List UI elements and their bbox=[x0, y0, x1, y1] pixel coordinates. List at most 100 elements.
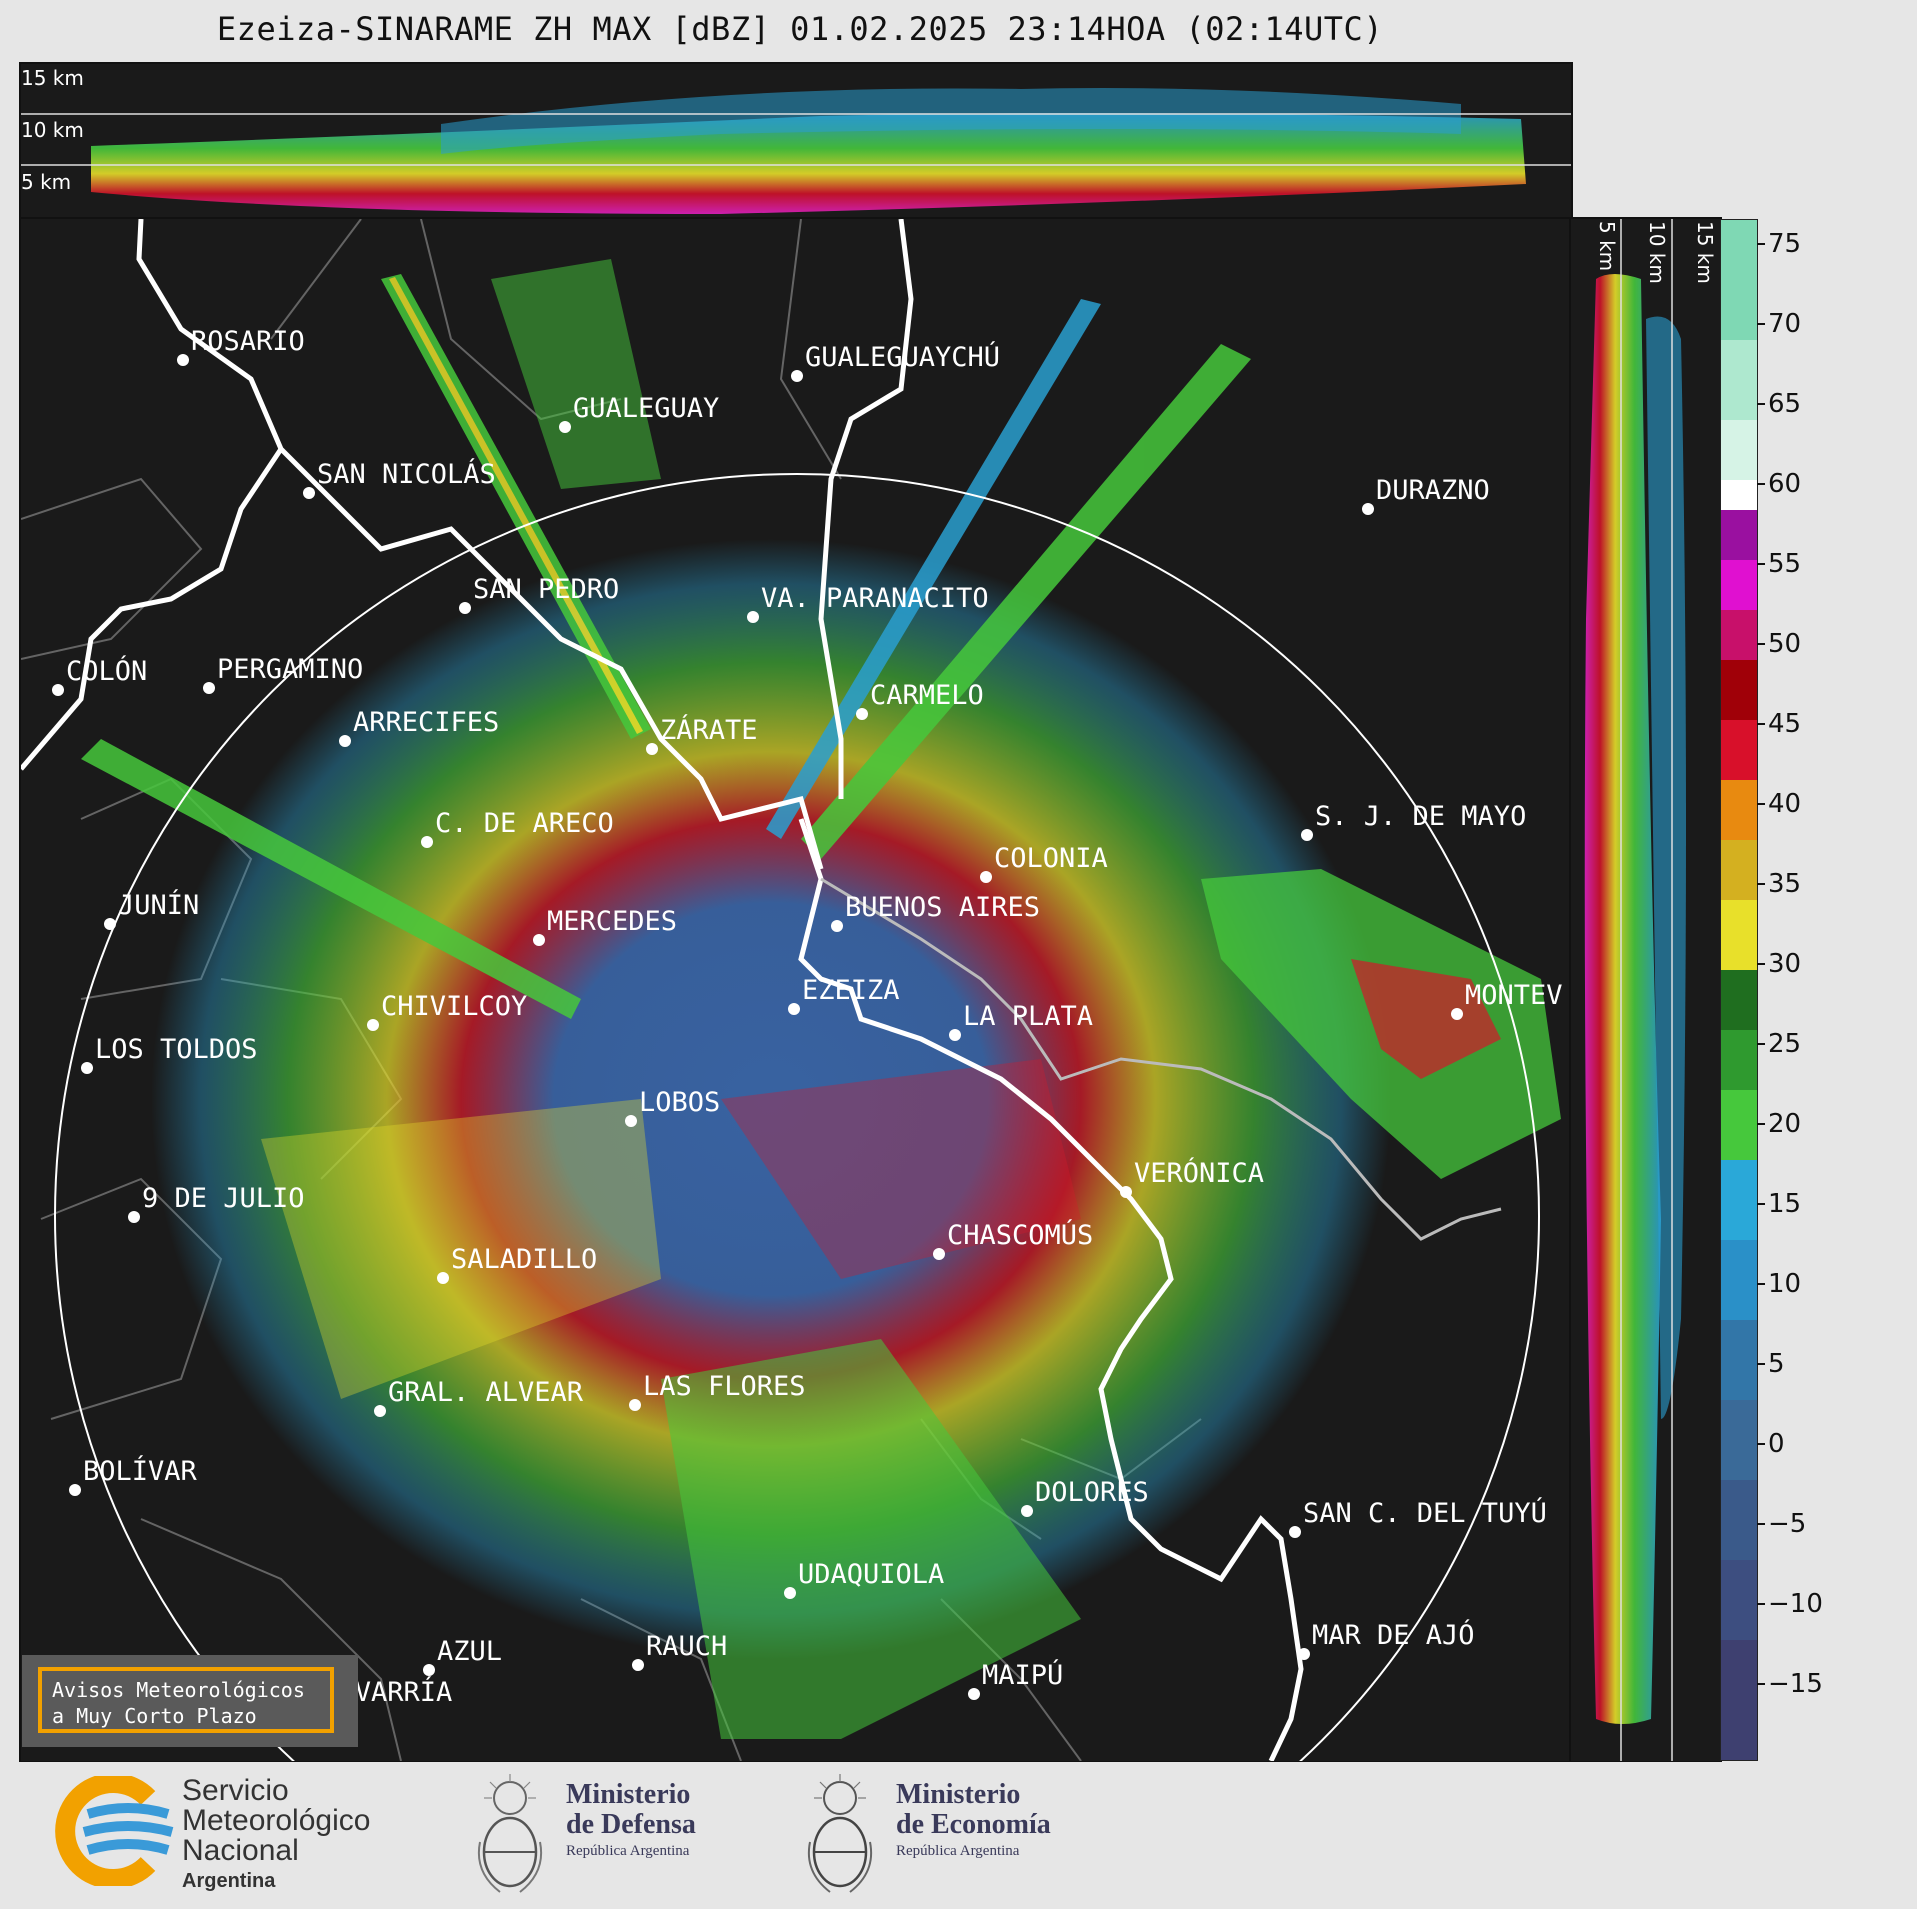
colorbar-label: 75 bbox=[1768, 229, 1802, 259]
colorbar-tick bbox=[1757, 483, 1765, 485]
right-cross-section-plot bbox=[1584, 219, 1686, 1761]
city-marker-arrecifes bbox=[339, 735, 351, 747]
city-label-saladillo: SALADILLO bbox=[451, 1244, 597, 1275]
colorbar-label: 30 bbox=[1768, 949, 1802, 979]
city-marker-montevideo bbox=[1451, 1008, 1463, 1020]
smn-logo-icon bbox=[55, 1776, 174, 1886]
city-marker-va-paranacito bbox=[747, 611, 759, 623]
city-marker-rauch bbox=[632, 1659, 644, 1671]
city-marker-carmelo bbox=[856, 708, 868, 720]
city-label-los-toldos: LOS TOLDOS bbox=[95, 1034, 258, 1065]
colorbar-label: 10 bbox=[1768, 1269, 1802, 1299]
city-label-s-j-de-mayo: S. J. DE MAYO bbox=[1315, 801, 1526, 832]
colorbar-tick bbox=[1757, 243, 1765, 245]
colorbar-label: −10 bbox=[1768, 1589, 1823, 1619]
ministerio-economia: Ministerio de Economía República Argenti… bbox=[896, 1780, 1051, 1862]
city-label-las-flores: LAS FLORES bbox=[643, 1371, 806, 1402]
smn-logo-text: Servicio Meteorológico Nacional Argentin… bbox=[182, 1776, 370, 1896]
argentina-coat-of-arms-icon bbox=[478, 1774, 542, 1893]
city-label-colonia: COLONIA bbox=[994, 843, 1108, 874]
colorbar-tick bbox=[1757, 723, 1765, 725]
city-label-gualeguay: GUALEGUAY bbox=[573, 393, 719, 424]
colorbar-label: 65 bbox=[1768, 389, 1802, 419]
smn-line1: Servicio bbox=[182, 1774, 289, 1807]
city-label-pergamino: PERGAMINO bbox=[217, 654, 363, 685]
city-label-gualeguaychu: GUALEGUAYCHÚ bbox=[805, 341, 1000, 373]
city-marker-mercedes bbox=[533, 934, 545, 946]
city-marker-saladillo bbox=[437, 1272, 449, 1284]
city-label-ezeiza: EZEIZA bbox=[802, 975, 900, 1006]
colorbar-tick bbox=[1757, 403, 1765, 405]
colorbar-tick bbox=[1757, 963, 1765, 965]
city-marker-gral-alvear bbox=[374, 1405, 386, 1417]
radar-map: ROSARIO GUALEGUAYCHÚ GUALEGUAY SAN NICOL… bbox=[21, 219, 1563, 1761]
city-label-arrecifes: ARRECIFES bbox=[353, 707, 499, 738]
city-marker-dolores bbox=[1021, 1505, 1033, 1517]
colorbar-tick bbox=[1757, 1043, 1765, 1045]
smn-line2: Meteorológico bbox=[182, 1804, 371, 1837]
city-marker-mar-de-ajo bbox=[1298, 1648, 1310, 1660]
avisos-box[interactable]: Avisos Meteorológicos a Muy Corto Plazo bbox=[22, 1655, 358, 1747]
colorbar-tick bbox=[1757, 883, 1765, 885]
city-label-rauch: RAUCH bbox=[646, 1631, 727, 1662]
city-label-carmelo: CARMELO bbox=[870, 680, 984, 711]
city-label-mar-de-ajo: MAR DE AJÓ bbox=[1312, 1619, 1475, 1651]
chart-title: Ezeiza-SINARAME ZH MAX [dBZ] 01.02.2025 … bbox=[216, 10, 1384, 48]
right-altitude-label-15km: 15 km bbox=[1693, 221, 1717, 284]
city-label-montevideo: MONTEV bbox=[1465, 980, 1563, 1011]
avisos-link[interactable]: Avisos Meteorológicos a Muy Corto Plazo bbox=[38, 1667, 334, 1733]
colorbar-tick bbox=[1757, 1363, 1765, 1365]
colorbar-label: 20 bbox=[1768, 1109, 1802, 1139]
city-marker-9-de-julio bbox=[128, 1211, 140, 1223]
colorbar-tick bbox=[1757, 1203, 1765, 1205]
colorbar-label: 70 bbox=[1768, 309, 1802, 339]
city-label-san-c-del-tuyu: SAN C. DEL TUYÚ bbox=[1303, 1497, 1547, 1529]
colorbar-label: 5 bbox=[1768, 1349, 1785, 1379]
ministerio-defensa: Ministerio de Defensa República Argentin… bbox=[566, 1780, 696, 1862]
footer: Servicio Meteorológico Nacional Argentin… bbox=[0, 1762, 1917, 1909]
city-marker-san-c-del-tuyu bbox=[1289, 1526, 1301, 1538]
city-marker-las-flores bbox=[629, 1399, 641, 1411]
colorbar-tick bbox=[1757, 1523, 1765, 1525]
city-marker-udaquiola bbox=[784, 1587, 796, 1599]
city-marker-maipu bbox=[968, 1688, 980, 1700]
city-label-durazno: DURAZNO bbox=[1376, 475, 1490, 506]
city-marker-chascomus bbox=[933, 1248, 945, 1260]
colorbar bbox=[1720, 219, 1758, 1761]
city-label-9-de-julio: 9 DE JULIO bbox=[142, 1183, 305, 1214]
city-marker-san-nicolas bbox=[303, 487, 315, 499]
colorbar-label: 55 bbox=[1768, 549, 1802, 579]
city-label-va-paranacito: VA. PARANACITO bbox=[761, 583, 989, 614]
city-label-udaquiola: UDAQUIOLA bbox=[798, 1559, 944, 1590]
defensa-line1: Ministerio bbox=[566, 1779, 691, 1810]
radar-map-panel: ROSARIO GUALEGUAYCHÚ GUALEGUAY SAN NICOL… bbox=[19, 217, 1573, 1763]
city-marker-s-j-de-mayo bbox=[1301, 829, 1313, 841]
colorbar-tick bbox=[1757, 1123, 1765, 1125]
city-label-la-plata: LA PLATA bbox=[963, 1001, 1093, 1032]
city-label-buenos-aires: BUENOS AIRES bbox=[845, 892, 1040, 923]
colorbar-tick bbox=[1757, 1603, 1765, 1605]
colorbar-scale bbox=[1721, 220, 1757, 1760]
city-marker-buenos-aires bbox=[831, 920, 843, 932]
colorbar-tick bbox=[1757, 643, 1765, 645]
city-label-azul: AZUL bbox=[437, 1636, 502, 1667]
colorbar-tick bbox=[1757, 323, 1765, 325]
city-marker-rosario bbox=[177, 354, 189, 366]
altitude-label-15km: 15 km bbox=[21, 66, 84, 90]
city-label-san-pedro: SAN PEDRO bbox=[473, 574, 619, 605]
city-label-junin: JUNÍN bbox=[118, 889, 199, 921]
avisos-line1: Avisos Meteorológicos bbox=[52, 1678, 305, 1702]
city-marker-gualeguaychu bbox=[791, 370, 803, 382]
city-marker-junin bbox=[104, 918, 116, 930]
city-label-rosario: ROSARIO bbox=[191, 326, 305, 357]
city-marker-chivilcoy bbox=[367, 1019, 379, 1031]
colorbar-label: 50 bbox=[1768, 629, 1802, 659]
city-marker-pergamino bbox=[203, 682, 215, 694]
city-label-gral-alvear: GRAL. ALVEAR bbox=[388, 1377, 584, 1408]
city-marker-c-de-areco bbox=[421, 836, 433, 848]
colorbar-tick bbox=[1757, 803, 1765, 805]
colorbar-label: 40 bbox=[1768, 789, 1802, 819]
defensa-line2: de Defensa bbox=[566, 1809, 696, 1840]
smn-line4: Argentina bbox=[182, 1870, 276, 1892]
colorbar-tick bbox=[1757, 1443, 1765, 1445]
